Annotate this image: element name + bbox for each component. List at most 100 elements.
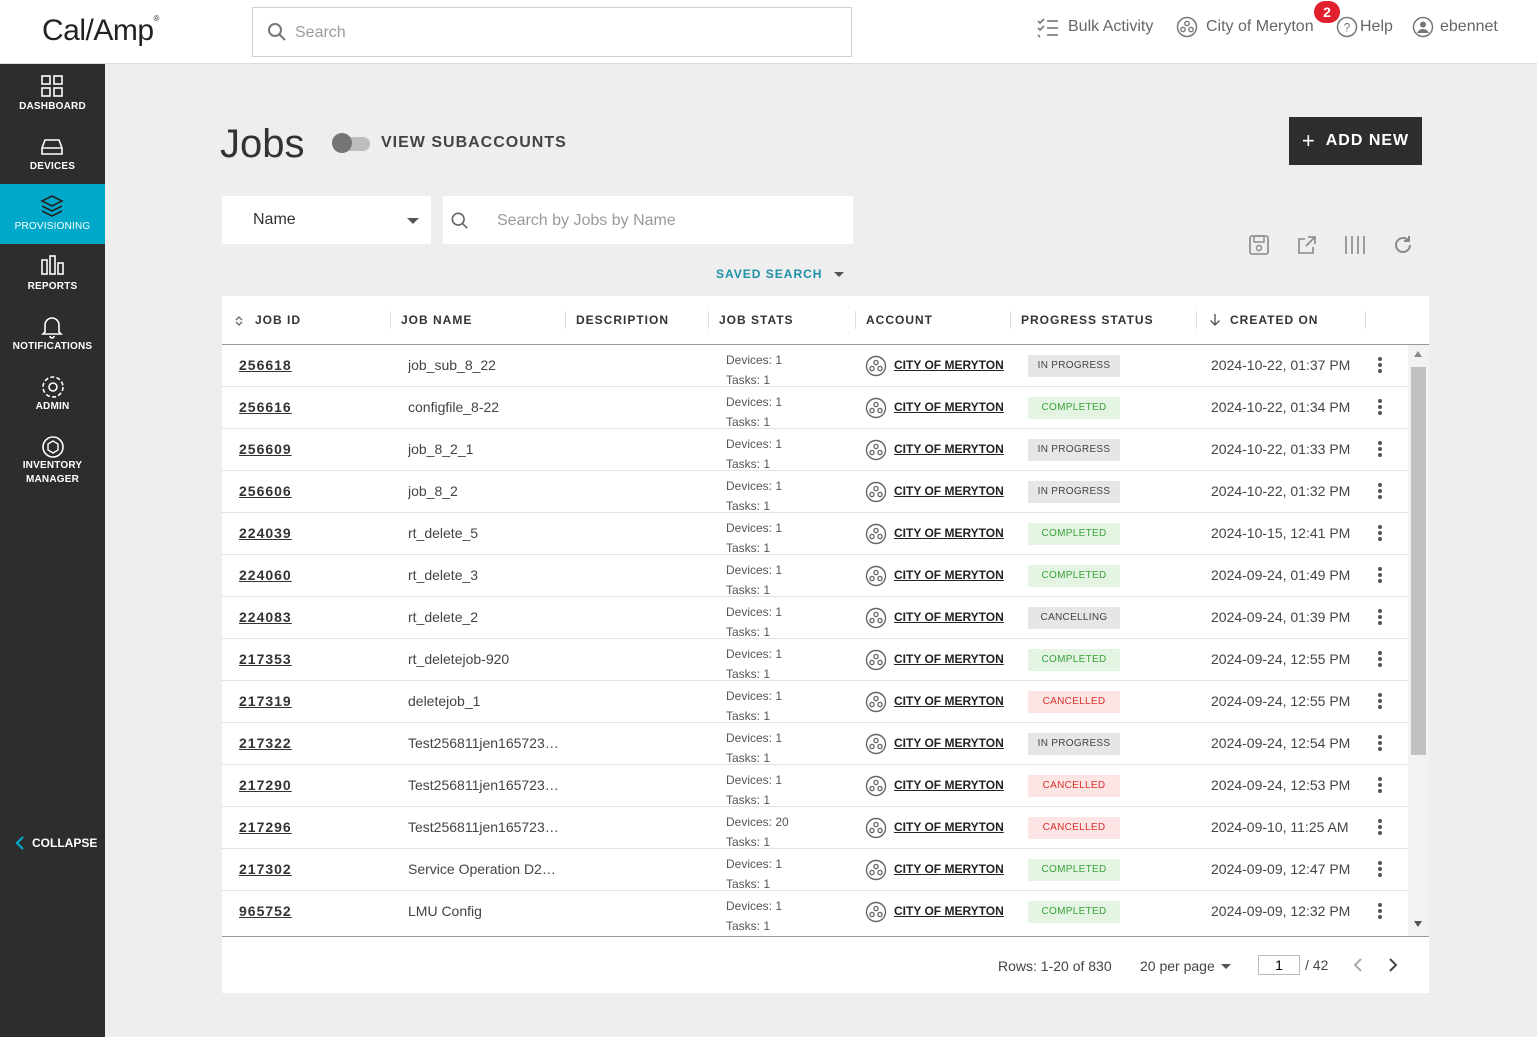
account-link[interactable]: CITY OF MERYTON [894,820,1004,834]
table-row[interactable]: 217353 rt_deletejob-920 Devices: 1 Tasks: 1… [222,639,1408,681]
job-id-link[interactable]: 256609 [239,441,292,457]
sidebar-item-provisioning[interactable]: PROVISIONING [0,184,105,244]
account-link[interactable]: CITY OF MERYTON [894,652,1004,666]
more-options-icon[interactable] [1372,691,1388,713]
account-link[interactable]: CITY OF MERYTON [894,736,1004,750]
job-id-link[interactable]: 256618 [239,357,292,373]
table-row[interactable]: 256609 job_8_2_1 Devices: 1 Tasks: 1 CITY OF… [222,429,1408,471]
global-search[interactable] [252,7,852,57]
table-row[interactable]: 217302 Service Operation D22… Devices: 1 Ta… [222,849,1408,891]
more-options-icon[interactable] [1372,733,1388,755]
table-row[interactable]: 217290 Test256811jen165723… Devices: 1 Task… [222,765,1408,807]
table-row[interactable]: 256616 configfile_8-22 Devices: 1 Tasks: 1 C… [222,387,1408,429]
sidebar-item-admin[interactable]: ADMIN [0,364,105,424]
notification-badge[interactable]: 2 [1314,1,1340,23]
user-menu[interactable]: ebennet [1412,16,1498,38]
filter-search[interactable] [443,196,853,244]
chevron-right-icon[interactable] [1382,955,1402,975]
job-id-link[interactable]: 217290 [239,777,292,793]
add-new-button[interactable]: + ADD NEW [1289,117,1422,165]
columns-icon[interactable] [1343,233,1367,257]
more-options-icon[interactable] [1372,481,1388,503]
column-header-job-id[interactable]: JOB ID [255,313,302,327]
arrow-down-icon[interactable] [1209,313,1221,327]
chevron-left-icon[interactable] [1349,955,1369,975]
sidebar-item-inventory-manager[interactable]: INVENTORY MANAGER [0,424,105,494]
account-link[interactable]: CITY OF MERYTON [894,862,1004,876]
sidebar-item-notifications[interactable]: NOTIFICATIONS [0,304,105,364]
account-icon [865,733,887,760]
job-id-link[interactable]: 217319 [239,693,292,709]
save-icon[interactable] [1247,233,1271,257]
sidebar-item-reports[interactable]: REPORTS [0,244,105,304]
bulk-activity-button[interactable]: Bulk Activity [1036,16,1153,38]
column-header-job-stats[interactable]: JOB STATS [719,313,794,327]
global-search-input[interactable] [295,20,835,46]
filter-field-select[interactable]: Name [222,196,431,244]
scroll-thumb[interactable] [1411,367,1426,755]
more-options-icon[interactable] [1372,397,1388,419]
table-row[interactable]: 224060 rt_delete_3 Devices: 1 Tasks: 1 CITY … [222,555,1408,597]
account-link[interactable]: CITY OF MERYTON [894,358,1004,372]
table-row[interactable]: 256618 job_sub_8_22 Devices: 1 Tasks: 1 CITY… [222,345,1408,387]
view-subaccounts-toggle[interactable] [332,133,370,153]
more-options-icon[interactable] [1372,859,1388,881]
refresh-icon[interactable] [1391,233,1415,257]
column-header-account[interactable]: ACCOUNT [866,313,933,327]
account-link[interactable]: CITY OF MERYTON [894,694,1004,708]
job-id-link[interactable]: 217353 [239,651,292,667]
job-id-link[interactable]: 224083 [239,609,292,625]
help-button[interactable]: ? Help [1336,16,1393,38]
scroll-up-arrow[interactable] [1414,351,1422,357]
more-options-icon[interactable] [1372,355,1388,377]
account-link[interactable]: CITY OF MERYTON [894,568,1004,582]
account-link[interactable]: CITY OF MERYTON [894,904,1004,918]
column-header-job-name[interactable]: JOB NAME [401,313,473,327]
account-switcher[interactable]: City of Meryton [1176,16,1314,38]
table-row[interactable]: 217322 Test256811jen165723… Devices: 1 Task… [222,723,1408,765]
more-options-icon[interactable] [1372,649,1388,671]
column-header-created-on[interactable]: CREATED ON [1230,313,1319,327]
job-id-link[interactable]: 256616 [239,399,292,415]
more-options-icon[interactable] [1372,901,1388,923]
page-number-input[interactable] [1258,955,1300,975]
scroll-down-arrow[interactable] [1414,921,1422,927]
job-id-link[interactable]: 217322 [239,735,292,751]
job-id-link[interactable]: 217296 [239,819,292,835]
more-options-icon[interactable] [1372,439,1388,461]
more-options-icon[interactable] [1372,775,1388,797]
column-header-progress-status[interactable]: PROGRESS STATUS [1021,313,1154,327]
filter-search-input[interactable] [497,210,837,232]
job-id-link[interactable]: 965752 [239,903,292,919]
export-icon[interactable] [1295,233,1319,257]
job-id-link[interactable]: 224060 [239,567,292,583]
table-scrollbar[interactable] [1408,345,1429,937]
saved-search-dropdown[interactable]: SAVED SEARCH [716,267,845,281]
account-link[interactable]: CITY OF MERYTON [894,610,1004,624]
more-options-icon[interactable] [1372,523,1388,545]
account-link[interactable]: CITY OF MERYTON [894,778,1004,792]
table-row[interactable]: 224083 rt_delete_2 Devices: 1 Tasks: 1 CITY … [222,597,1408,639]
account-link[interactable]: CITY OF MERYTON [894,526,1004,540]
column-header-description[interactable]: DESCRIPTION [576,313,670,327]
collapse-button[interactable]: COLLAPSE [14,835,97,851]
table-row[interactable]: 217319 deletejob_1 Devices: 1 Tasks: 1 CITY … [222,681,1408,723]
table-row[interactable]: 965752 LMU Config Devices: 1 Tasks: 1 CITY O… [222,891,1408,937]
calamp-logo[interactable]: Cal/Amp® [42,14,159,47]
account-link[interactable]: CITY OF MERYTON [894,442,1004,456]
per-page-select[interactable]: 20 per page [1140,958,1231,974]
sidebar-item-devices[interactable]: DEVICES [0,124,105,184]
more-options-icon[interactable] [1372,565,1388,587]
job-id-link[interactable]: 256606 [239,483,292,499]
sidebar-item-dashboard[interactable]: DASHBOARD [0,64,105,124]
table-row[interactable]: 256606 job_8_2 Devices: 1 Tasks: 1 CITY OF M… [222,471,1408,513]
table-row[interactable]: 224039 rt_delete_5 Devices: 1 Tasks: 1 CITY … [222,513,1408,555]
job-id-link[interactable]: 224039 [239,525,292,541]
more-options-icon[interactable] [1372,817,1388,839]
table-row[interactable]: 217296 Test256811jen165723… Devices: 20 Tas… [222,807,1408,849]
account-link[interactable]: CITY OF MERYTON [894,400,1004,414]
job-id-link[interactable]: 217302 [239,861,292,877]
sort-icon[interactable] [234,315,244,327]
more-options-icon[interactable] [1372,607,1388,629]
account-link[interactable]: CITY OF MERYTON [894,484,1004,498]
